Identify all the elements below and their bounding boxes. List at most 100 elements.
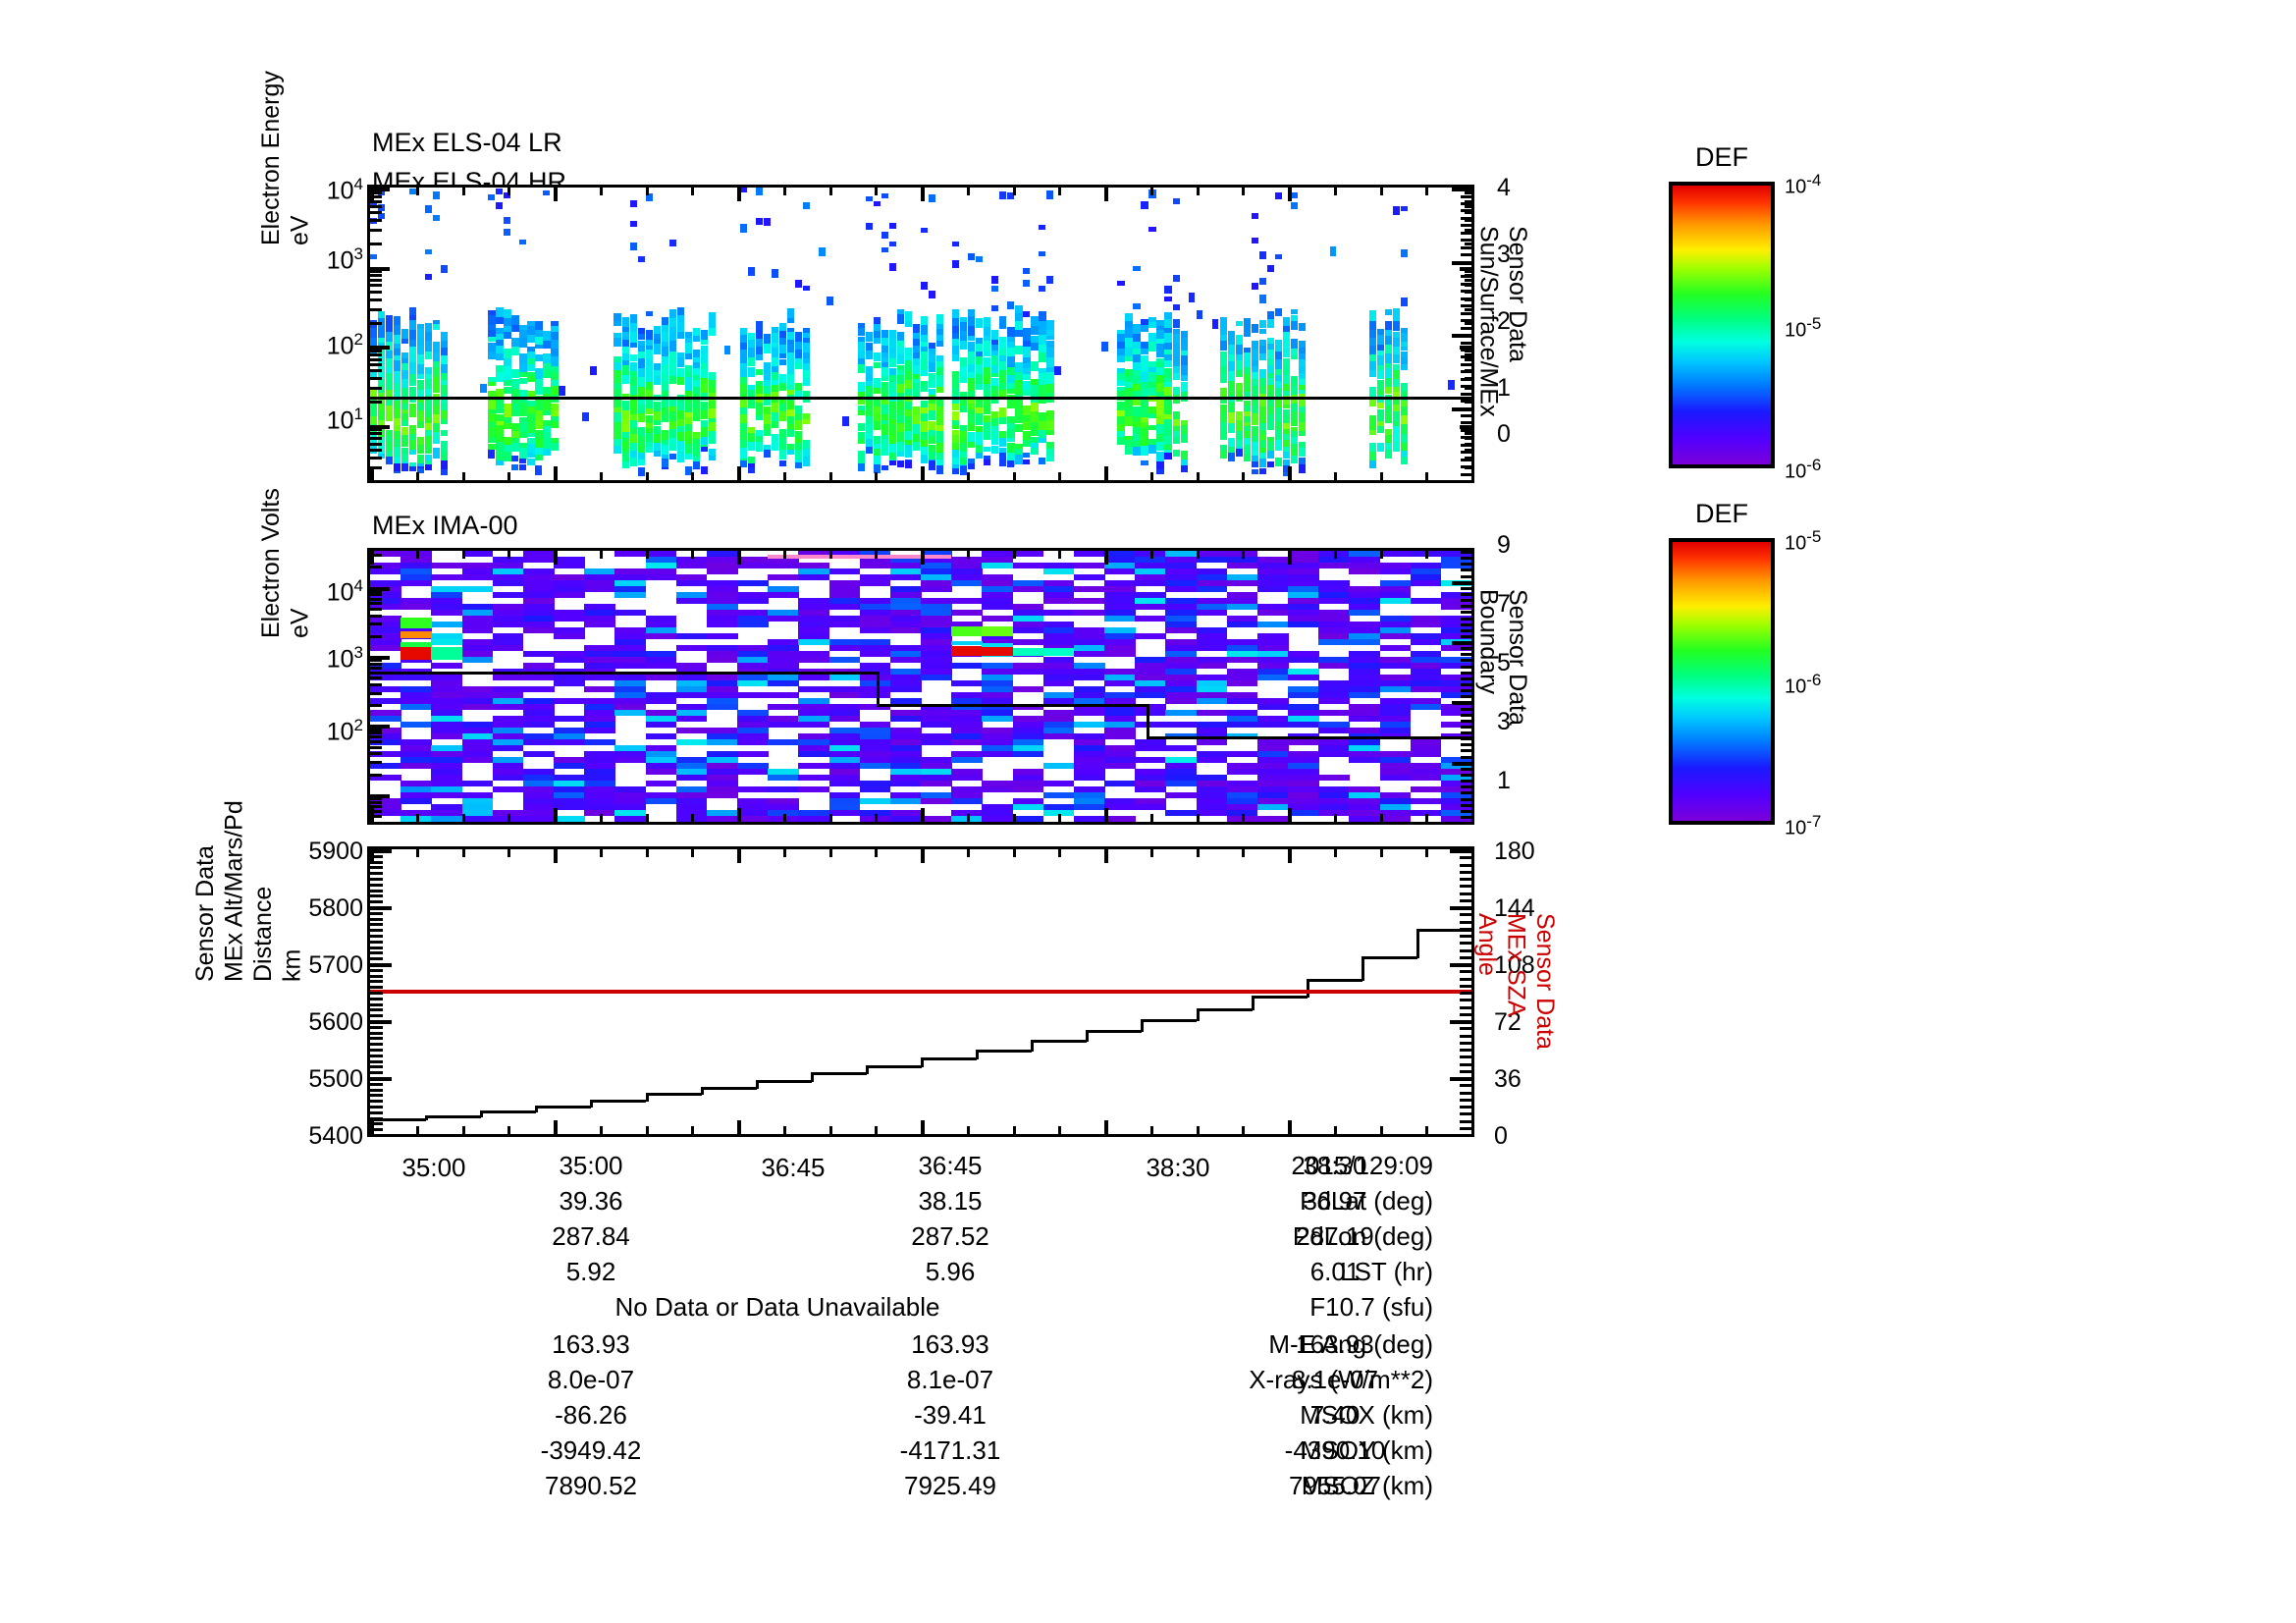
spectrogram-cell bbox=[461, 728, 494, 733]
spectrogram-cell bbox=[1349, 551, 1381, 557]
ima-x-tick bbox=[1288, 551, 1292, 565]
spectrogram-cell bbox=[590, 365, 598, 376]
spectrogram-cell bbox=[991, 377, 999, 387]
spectrogram-cell bbox=[991, 350, 999, 356]
spectrogram-cell bbox=[543, 386, 551, 394]
spectrogram-cell bbox=[543, 426, 551, 432]
spectrogram-cell bbox=[676, 431, 684, 442]
spectrogram-cell bbox=[645, 345, 653, 351]
spectrogram-cell bbox=[425, 454, 433, 460]
spectrogram-cell bbox=[984, 356, 991, 367]
spectrogram-cell bbox=[828, 733, 861, 739]
spectrogram-cell bbox=[1133, 333, 1141, 343]
alt-x-tick bbox=[1471, 849, 1474, 863]
spectrogram-cell bbox=[968, 341, 976, 352]
spectrogram-cell bbox=[778, 403, 787, 411]
spectrogram-cell bbox=[708, 322, 716, 329]
spectrogram-cell bbox=[461, 657, 494, 663]
spectrogram-cell bbox=[859, 645, 891, 651]
spectrogram-cell bbox=[913, 406, 921, 415]
spectrogram-cell bbox=[913, 393, 921, 399]
spectrogram-cell bbox=[1101, 341, 1109, 352]
spectrogram-cell bbox=[737, 616, 769, 622]
spectrogram-cell bbox=[692, 401, 700, 409]
panel-els-spectrogram[interactable] bbox=[367, 185, 1474, 483]
spectrogram-cell bbox=[951, 580, 983, 586]
spectrogram-cell bbox=[522, 663, 555, 669]
els-right-minor-tick bbox=[1465, 229, 1471, 233]
spectrogram-cell bbox=[960, 316, 968, 323]
spectrogram-cell bbox=[1042, 792, 1075, 798]
spectrogram-cell bbox=[982, 580, 1014, 586]
spectrogram-cell bbox=[433, 190, 441, 200]
spectrogram-cell bbox=[1141, 324, 1148, 332]
spectrogram-cell bbox=[522, 704, 555, 710]
alt-right-tick bbox=[1460, 1041, 1471, 1045]
ima-right-tick-3: 3 bbox=[1497, 708, 1511, 735]
spectrogram-cell bbox=[668, 420, 676, 430]
els-right-tick bbox=[1461, 458, 1471, 461]
spectrogram-cell bbox=[614, 686, 647, 692]
els-x-tick bbox=[691, 472, 695, 480]
spectrogram-cell bbox=[1290, 308, 1299, 315]
spectrogram-cell bbox=[621, 332, 629, 340]
spectrogram-cell bbox=[881, 391, 889, 400]
spectrogram-cell bbox=[960, 376, 968, 384]
spectrogram-cell bbox=[968, 384, 976, 391]
spectrogram-cell bbox=[763, 218, 771, 226]
sza-line bbox=[370, 990, 1471, 995]
spectrogram-cell bbox=[676, 367, 684, 378]
spectrogram-cell bbox=[1379, 551, 1412, 557]
spectrogram-cell bbox=[1015, 399, 1023, 408]
spectrogram-cell bbox=[1400, 433, 1409, 444]
spectrogram-cell bbox=[1156, 442, 1164, 452]
spectrogram-cell bbox=[747, 356, 756, 367]
spectrogram-cell bbox=[1007, 326, 1015, 337]
spectrogram-cell bbox=[1251, 386, 1258, 396]
spectrogram-cell bbox=[889, 645, 922, 651]
spectrogram-cell bbox=[960, 330, 968, 337]
spectrogram-cell bbox=[1410, 704, 1442, 710]
spectrogram-cell bbox=[394, 349, 401, 356]
spectrogram-cell bbox=[1117, 349, 1125, 356]
spectrogram-cell bbox=[370, 568, 401, 574]
spectrogram-cell bbox=[675, 645, 708, 651]
colorbar-ima-bottom-label: 10-7 bbox=[1785, 812, 1822, 839]
spectrogram-cell bbox=[1165, 710, 1198, 716]
spectrogram-cell bbox=[1440, 598, 1471, 604]
spectrogram-cell bbox=[982, 781, 1014, 786]
spectrogram-cell bbox=[400, 568, 432, 574]
spectrogram-cell bbox=[1042, 698, 1075, 704]
spectrogram-cell bbox=[1125, 440, 1133, 448]
ima-ytick-1e3: 103 bbox=[326, 643, 363, 674]
spectrogram-cell bbox=[551, 332, 559, 341]
spectrogram-cell bbox=[1180, 337, 1188, 345]
els-left-tick bbox=[370, 307, 382, 311]
panel-ima-spectrogram[interactable] bbox=[367, 548, 1474, 825]
spectrogram-cell bbox=[675, 798, 708, 804]
spectrogram-cell bbox=[1349, 786, 1381, 792]
spectrogram-cell bbox=[905, 347, 913, 355]
spectrogram-cell bbox=[706, 751, 738, 757]
table-row-label: X-rays (W/m**2) bbox=[1249, 1365, 1433, 1394]
spectrogram-cell bbox=[857, 351, 866, 359]
spectrogram-cell bbox=[425, 443, 433, 449]
spectrogram-cell bbox=[888, 263, 897, 272]
spectrogram-cell bbox=[584, 686, 615, 692]
spectrogram-cell bbox=[798, 786, 830, 792]
spectrogram-cell bbox=[929, 420, 936, 431]
spectrogram-cell bbox=[897, 340, 905, 348]
spectrogram-cell bbox=[675, 739, 708, 745]
spectrogram-cell bbox=[1164, 396, 1172, 406]
spectrogram-cell bbox=[519, 422, 527, 432]
spectrogram-cell bbox=[763, 386, 772, 395]
els-left-tick bbox=[370, 424, 390, 429]
spectrogram-cell bbox=[1379, 675, 1412, 680]
spectrogram-cell bbox=[1410, 751, 1442, 757]
table-row: MSOZ (km) 7890.52 7925.49 7955.07 bbox=[157, 1473, 1433, 1506]
spectrogram-cell bbox=[991, 364, 999, 373]
panel-altitude-sza[interactable] bbox=[367, 846, 1474, 1137]
spectrogram-cell bbox=[431, 675, 463, 680]
alt-right-tick bbox=[1460, 992, 1471, 995]
spectrogram-cell bbox=[1073, 627, 1105, 633]
